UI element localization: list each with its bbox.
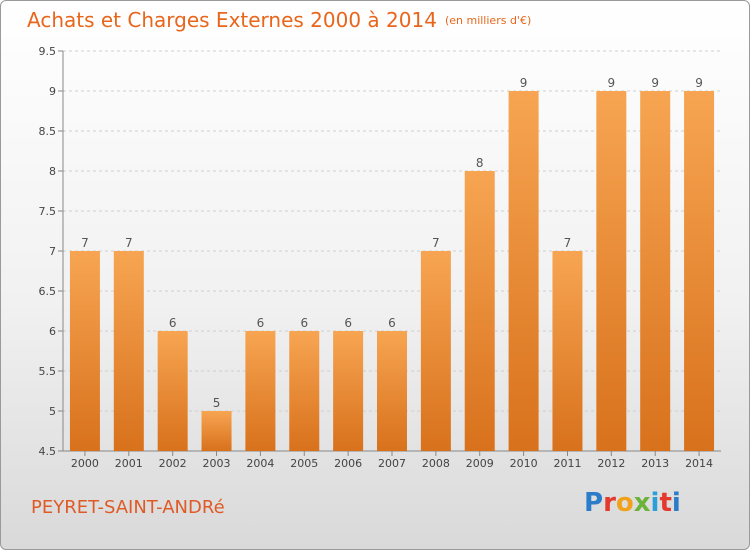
logo-letter: i — [671, 488, 681, 518]
bar — [552, 251, 583, 451]
bar-value-label: 7 — [432, 236, 440, 250]
bar-value-label: 6 — [388, 316, 396, 330]
x-tick-label: 2007 — [378, 457, 406, 470]
bar-value-label: 7 — [125, 236, 133, 250]
bar — [289, 331, 320, 451]
bar-value-label: 6 — [344, 316, 352, 330]
x-tick-label: 2012 — [597, 457, 625, 470]
data-labels: 7 7 6 5 6 6 6 6 7 8 9 7 9 9 9 — [81, 76, 703, 410]
bar-value-label: 8 — [476, 156, 484, 170]
x-tick-label: 2013 — [641, 457, 669, 470]
y-tick-label: 8.5 — [39, 125, 57, 138]
x-tick-label: 2001 — [115, 457, 143, 470]
y-tick-label: 9.5 — [39, 45, 57, 58]
x-tick-label: 2004 — [246, 457, 274, 470]
bar — [377, 331, 407, 451]
y-tick-label: 4.5 — [39, 445, 57, 458]
bar — [201, 411, 232, 451]
y-tick-label: 9 — [49, 85, 56, 98]
bar — [464, 171, 495, 451]
x-tick-label: 2005 — [290, 457, 318, 470]
x-tick-label: 2003 — [203, 457, 231, 470]
bar — [640, 91, 671, 451]
logo-letter: o — [615, 488, 634, 518]
bar-value-label: 6 — [169, 316, 177, 330]
bar-value-label: 7 — [81, 236, 89, 250]
bar-value-label: 9 — [695, 76, 703, 90]
x-tick-label: 2010 — [510, 457, 538, 470]
y-tick-label: 5 — [49, 405, 56, 418]
bar — [596, 91, 627, 451]
bars — [69, 91, 715, 451]
logo-letter: i — [650, 488, 660, 518]
x-tick-label: 2002 — [159, 457, 187, 470]
y-tick-label: 7 — [49, 245, 56, 258]
bar-value-label: 9 — [651, 76, 659, 90]
x-tick-label: 2008 — [422, 457, 450, 470]
y-tick-label: 6.5 — [39, 285, 57, 298]
chart-title-text: Achats et Charges Externes 2000 à 2014 — [27, 8, 437, 32]
bar — [157, 331, 188, 451]
x-tick-label: 2009 — [466, 457, 494, 470]
bar-value-label: 6 — [300, 316, 308, 330]
bar — [420, 251, 451, 451]
y-tick-label: 5.5 — [39, 365, 57, 378]
chart-title: Achats et Charges Externes 2000 à 2014 (e… — [27, 8, 531, 32]
logo-letter: x — [633, 488, 651, 518]
commune-name: PEYRET-SAINT-ANDRé — [31, 497, 225, 518]
y-tick-label: 7.5 — [39, 205, 57, 218]
y-tick-label: 6 — [49, 325, 56, 338]
logo-letter: P — [584, 488, 604, 518]
y-tick-label: 8 — [49, 165, 56, 178]
bar — [245, 331, 276, 451]
bar-value-label: 5 — [213, 396, 221, 410]
x-tick-label: 2014 — [685, 457, 713, 470]
bar-value-label: 7 — [564, 236, 572, 250]
chart-unit: (en milliers d'€) — [444, 14, 532, 27]
logo-letter: r — [603, 488, 616, 518]
bar-value-label: 6 — [257, 316, 265, 330]
bar — [508, 91, 539, 451]
bar — [333, 331, 364, 451]
bar — [113, 251, 144, 451]
logo-letter: t — [659, 488, 672, 518]
proxiti-logo[interactable]: Proxiti — [584, 488, 681, 518]
bar — [684, 91, 715, 451]
x-tick-label: 2006 — [334, 457, 362, 470]
x-tick-label: 2000 — [71, 457, 99, 470]
bar — [69, 251, 100, 451]
axes: 4.5 5 5.5 6 6.5 7 7.5 8 8.5 9 9.5 2000 2001 2002 2003 2… — [39, 45, 721, 470]
x-tick-label: 2011 — [553, 457, 581, 470]
bar-value-label: 9 — [608, 76, 616, 90]
bar-value-label: 9 — [520, 76, 528, 90]
